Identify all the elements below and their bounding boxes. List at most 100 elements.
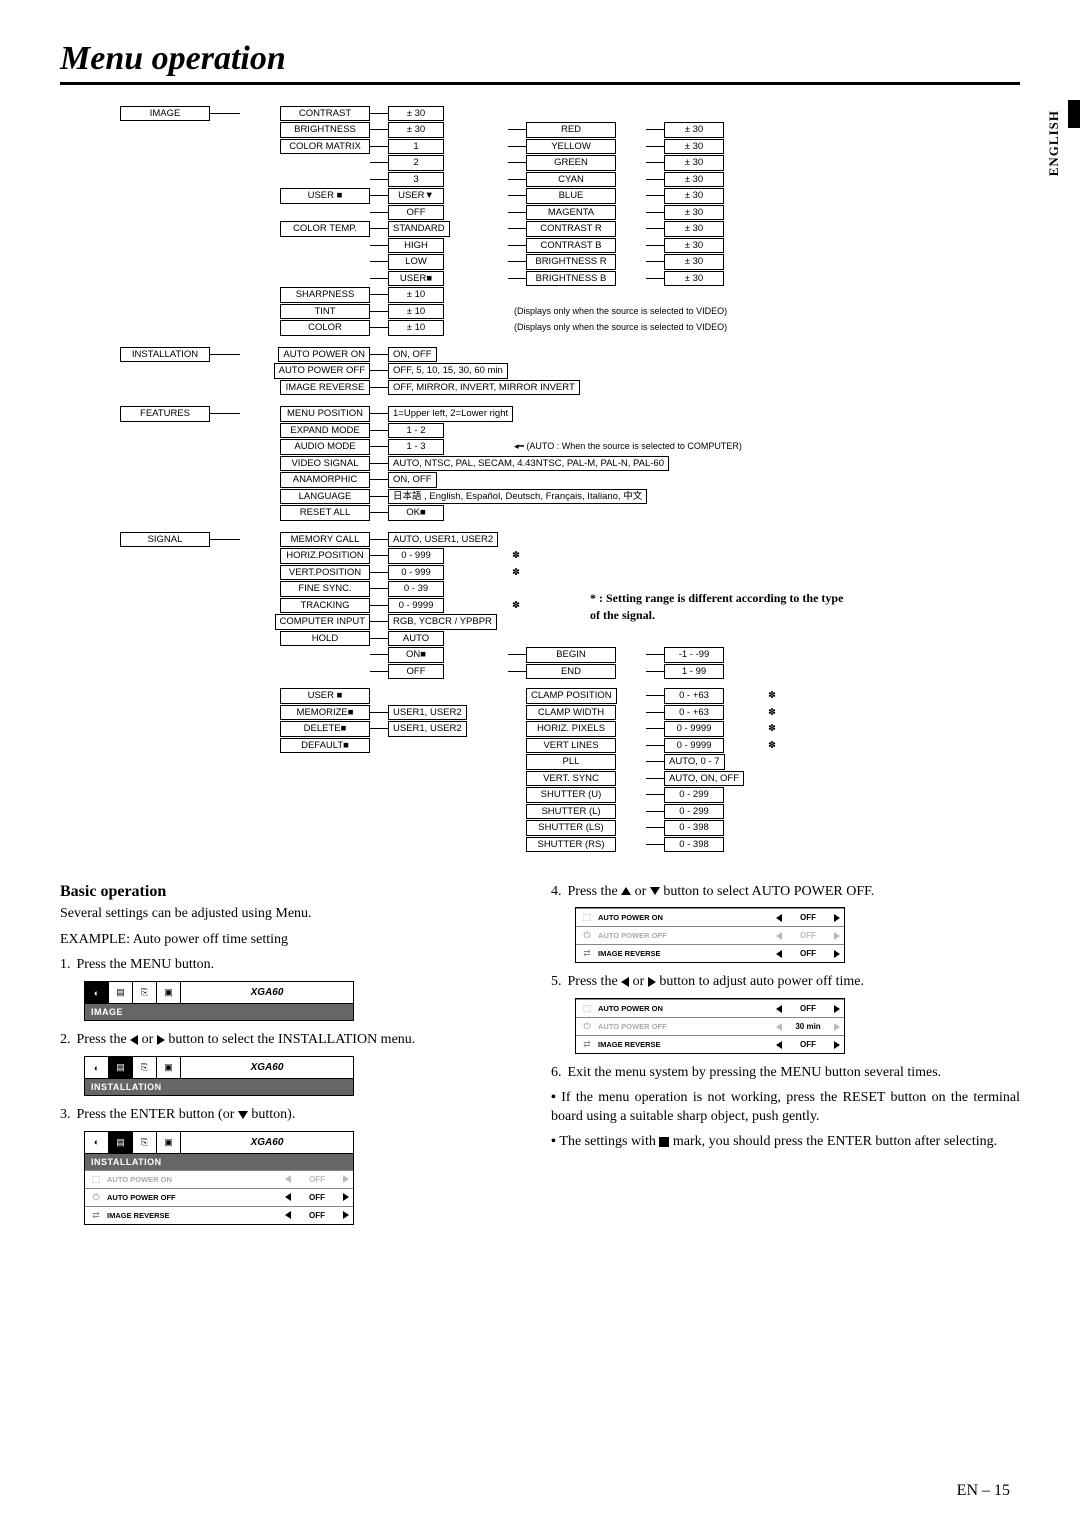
tree-box: ON, OFF xyxy=(388,472,437,488)
tree-box: AUDIO MODE xyxy=(280,439,370,455)
tree-box: 0 - 299 xyxy=(664,804,724,820)
tab-icon-image: ◐ xyxy=(85,982,109,1004)
tree-box: 0 - +63 xyxy=(664,688,724,704)
tab-icon-4: ▣ xyxy=(157,1131,181,1153)
tree-box: VERT.POSITION xyxy=(280,565,370,581)
tree-box: USER1, USER2 xyxy=(388,705,467,721)
menu-widget-4: ⬚AUTO POWER ONOFF ⏻AUTO POWER OFFOFF ⇄IM… xyxy=(575,907,845,963)
tree-box: ± 10 xyxy=(388,304,444,320)
tree-box: AUTO POWER OFF xyxy=(274,363,370,379)
tree-box: VERT LINES xyxy=(526,738,616,754)
val-off: OFF xyxy=(295,1193,339,1202)
tree-box: CYAN xyxy=(526,172,616,188)
tree-box: OK■ xyxy=(388,505,444,521)
tree-box: BLUE xyxy=(526,188,616,204)
tree-box: 日本語 , English, Español, Deutsch, Françai… xyxy=(388,489,647,505)
val-off: OFF xyxy=(786,949,830,958)
tree-box: AUTO, 0 - 7 xyxy=(664,754,725,770)
tree-box: -1 - -99 xyxy=(664,647,724,663)
tree-box: ± 30 xyxy=(664,155,724,171)
step-6: Exit the menu system by pressing the MEN… xyxy=(568,1064,942,1083)
tree-box: INSTALLATION xyxy=(120,347,210,363)
xga-label: XGA60 xyxy=(181,982,353,1003)
tree-box: VIDEO SIGNAL xyxy=(280,456,370,472)
tree-box: COLOR TEMP. xyxy=(280,221,370,237)
tab-icon-image: ◐ xyxy=(85,1131,109,1153)
language-tab: ENGLISH xyxy=(1046,110,1062,176)
tree-box: BRIGHTNESS R xyxy=(526,254,616,270)
row-auto-off: AUTO POWER OFF xyxy=(598,1021,772,1033)
row-image-rev: IMAGE REVERSE xyxy=(598,1039,772,1051)
basic-example: EXAMPLE: Auto power off time setting xyxy=(60,931,529,950)
tree-box: 1=Upper left, 2=Lower right xyxy=(388,406,513,422)
tree-box: SIGNAL xyxy=(120,532,210,548)
tree-box: ± 30 xyxy=(388,122,444,138)
tab-icon-3: ⎘ xyxy=(133,1057,157,1079)
tree-box: 0 - 299 xyxy=(664,787,724,803)
tree-box: ± 30 xyxy=(664,139,724,155)
step-4: Press the or button to select AUTO POWER… xyxy=(568,883,875,902)
tree-box: DELETE■ xyxy=(280,721,370,737)
tree-box: ANAMORPHIC xyxy=(280,472,370,488)
tree-box: 2 xyxy=(388,155,444,171)
tab-icon-3: ⎘ xyxy=(133,1131,157,1153)
menu-widget-2: ◐ ▤ ⎘ ▣ XGA60 INSTALLATION xyxy=(84,1056,354,1096)
tree-box: EXPAND MODE xyxy=(280,423,370,439)
val-off: OFF xyxy=(295,1211,339,1220)
tree-box: USER ■ xyxy=(280,188,370,204)
tree-box: 0 - 9999 xyxy=(388,598,444,614)
basic-intro: Several settings can be adjusted using M… xyxy=(60,905,529,924)
tree-box: YELLOW xyxy=(526,139,616,155)
asterisk: ✽ xyxy=(768,724,776,734)
row-image-rev: IMAGE REVERSE xyxy=(598,948,772,960)
tree-box: IMAGE xyxy=(120,106,210,122)
tree-box: AUTO xyxy=(388,631,444,647)
menu-tree: IMAGECONTRAST± 30BRIGHTNESS± 30RED± 30CO… xyxy=(100,105,950,853)
sub-install: INSTALLATION xyxy=(85,1154,353,1170)
asterisk: ✽ xyxy=(768,708,776,718)
tree-box: ± 30 xyxy=(388,106,444,122)
tree-box: ± 30 xyxy=(664,271,724,287)
tree-box: AUTO, USER1, USER2 xyxy=(388,532,498,548)
tree-box: CONTRAST B xyxy=(526,238,616,254)
menu-widget-3: ◐ ▤ ⎘ ▣ XGA60 INSTALLATION ⬚AUTO POWER O… xyxy=(84,1131,354,1225)
tree-box: BRIGHTNESS xyxy=(280,122,370,138)
tab-icon-install: ▤ xyxy=(109,1131,133,1153)
page-number: EN – 15 xyxy=(957,1482,1010,1500)
tree-box: RED xyxy=(526,122,616,138)
bullet-1: If the menu operation is not working, pr… xyxy=(551,1089,1020,1127)
val-off: OFF xyxy=(786,913,830,922)
tree-box: USER■ xyxy=(388,271,444,287)
tree-box: SHARPNESS xyxy=(280,287,370,303)
tree-box: END xyxy=(526,664,616,680)
menu-widget-1: ◐ ▤ ⎘ ▣ XGA60 IMAGE xyxy=(84,981,354,1021)
bullet-2: The settings with mark, you should press… xyxy=(551,1133,1020,1152)
basic-heading: Basic operation xyxy=(60,883,529,901)
tree-box: MEMORY CALL xyxy=(280,532,370,548)
tab-icon-image: ◐ xyxy=(85,1057,109,1079)
step-3: Press the ENTER button (or button). xyxy=(77,1106,296,1125)
tree-box: USER ■ xyxy=(280,688,370,704)
tree-box: IMAGE REVERSE xyxy=(280,380,370,396)
tree-box: TRACKING xyxy=(280,598,370,614)
menu-widget-5: ⬚AUTO POWER ONOFF ⏻AUTO POWER OFF30 min … xyxy=(575,998,845,1054)
tree-box: USER1, USER2 xyxy=(388,721,467,737)
val-30min: 30 min xyxy=(786,1022,830,1031)
tree-box: CONTRAST R xyxy=(526,221,616,237)
tree-box: 0 - 9999 xyxy=(664,738,724,754)
asterisk: ✽ xyxy=(512,601,520,611)
xga-label: XGA60 xyxy=(181,1057,353,1078)
tree-box: SHUTTER (RS) xyxy=(526,837,616,853)
tab-icon-4: ▣ xyxy=(157,1057,181,1079)
tree-box: SHUTTER (U) xyxy=(526,787,616,803)
tree-box: OFF xyxy=(388,664,444,680)
asterisk: ✽ xyxy=(512,551,520,561)
tree-box: HOLD xyxy=(280,631,370,647)
tree-box: USER▼ xyxy=(388,188,444,204)
tree-box: PLL xyxy=(526,754,616,770)
tree-box: ± 30 xyxy=(664,221,724,237)
sub-image: IMAGE xyxy=(85,1004,353,1020)
tree-box: SHUTTER (L) xyxy=(526,804,616,820)
tree-box: SHUTTER (LS) xyxy=(526,820,616,836)
tree-box: 1 - 99 xyxy=(664,664,724,680)
